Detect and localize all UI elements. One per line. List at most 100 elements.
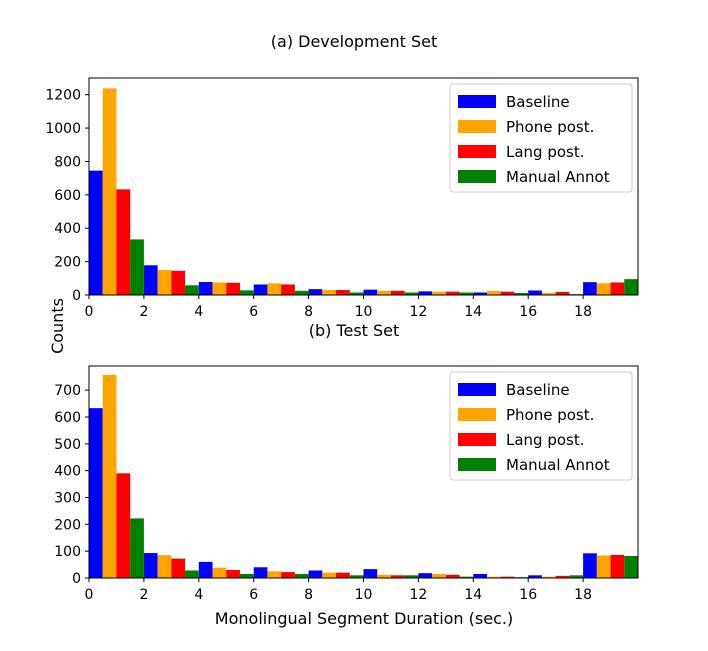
y-tick-label: 200 [54,517,81,533]
bar [363,569,378,578]
y-tick-label: 800 [54,154,81,170]
legend-swatch [458,433,496,446]
bar [130,239,144,295]
x-tick-label: 16 [519,587,537,603]
x-tick-label: 18 [574,304,592,320]
bar [226,282,240,295]
bar [390,575,405,578]
x-tick-label: 18 [574,587,592,603]
bar [171,558,186,578]
bar [130,518,144,578]
bar [596,555,611,578]
bar [239,290,254,295]
x-tick-label: 0 [85,587,94,603]
legend-swatch [458,458,496,471]
bar [157,269,172,295]
x-tick-label: 2 [139,587,148,603]
bar [528,290,542,295]
legend-label: Phone post. [506,406,594,424]
bar [377,574,391,578]
bar [336,289,350,295]
legend-swatch [458,120,496,133]
chart-title: (a) Development Set [271,32,437,51]
bar [555,291,570,295]
bar [363,289,378,295]
bar [514,292,529,295]
bar [212,567,227,578]
legend-label: Baseline [506,381,570,399]
bar [541,292,556,295]
bar [226,569,240,578]
x-tick-label: 8 [304,587,313,603]
chart-title: (b) Test Set [309,321,400,340]
bar [185,570,199,578]
bar [610,282,625,295]
bar [473,573,488,578]
bar [404,575,419,578]
y-tick-label: 700 [54,383,81,399]
bar [445,574,460,578]
legend-label: Phone post. [506,118,594,136]
bar [185,285,199,295]
bar [487,290,501,295]
bar [459,576,474,578]
bar [308,289,323,295]
development-set-chart: (a) Development Set 0 2 4 6 8 10 12 14 16 18 0 200 4… [45,32,639,320]
bar [377,290,391,295]
legend-label: Manual Annot [506,456,610,474]
x-tick-label: 10 [355,587,373,603]
bar [198,561,213,578]
bar [143,265,158,295]
bar [102,88,117,295]
bar [624,279,638,295]
x-tick-label: 14 [464,304,482,320]
bar [569,575,584,578]
x-tick-label: 0 [85,304,94,320]
bar [583,553,597,578]
bar [390,290,405,295]
bar [116,473,131,578]
bar [610,554,625,578]
bar [624,555,638,578]
bar [555,575,570,578]
bar [404,292,419,295]
y-tick-label: 1200 [45,88,81,104]
legend-label: Baseline [506,93,570,111]
bar [281,572,295,578]
bar [294,573,309,578]
bar [445,291,460,295]
bar [487,576,501,578]
bar [116,189,131,295]
bar [171,270,186,295]
y-tick-label: 0 [72,571,81,587]
y-tick-label: 200 [54,255,81,271]
legend-swatch [458,170,496,183]
bar [294,290,309,295]
y-tick-label: 600 [54,410,81,426]
bar [596,283,611,295]
bar [459,292,474,295]
y-tick-label: 500 [54,437,81,453]
bar [253,567,268,578]
legend-box [449,371,633,481]
bar [157,555,172,578]
bar [432,291,446,295]
bar [198,281,213,295]
bar [500,576,515,578]
bar [308,570,323,578]
legend-box [449,83,633,193]
bar [212,282,227,295]
y-tick-label: 300 [54,490,81,506]
y-tick-label: 100 [54,544,81,560]
x-tick-label: 12 [409,587,427,603]
bar [349,575,364,578]
x-tick-label: 12 [409,304,427,320]
bar [267,283,282,295]
y-tick-label: 1000 [45,121,81,137]
bar [473,292,488,295]
y-tick-label: 400 [54,221,81,237]
y-tick-label: 400 [54,464,81,480]
x-tick-label: 10 [355,304,373,320]
bar [336,572,350,578]
